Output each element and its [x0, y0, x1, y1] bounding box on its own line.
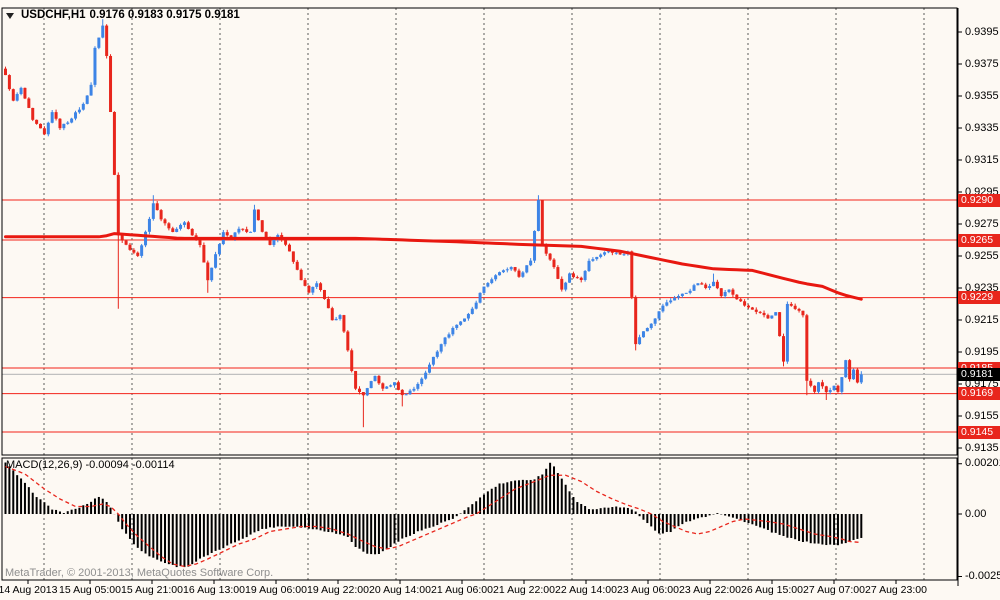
time-axis-label: 14 Aug 2013: [0, 584, 58, 596]
time-axis-label: 15 Aug 05:00: [59, 584, 121, 596]
time-axis-label: 20 Aug 14:00: [369, 584, 431, 596]
moving-average-line: [4, 232, 863, 301]
time-axis-label: 19 Aug 06:00: [245, 584, 307, 596]
price-axis-label: 0.9215: [965, 313, 999, 326]
price-axis-label: 0.9135: [965, 441, 999, 454]
macd-histogram: [4, 462, 863, 568]
price-axis-label: 0.9275: [965, 217, 999, 230]
sr-price-badge: 0.9265: [958, 233, 1000, 247]
sr-price-badge: 0.9229: [958, 291, 1000, 305]
macd-indicator-label: MACD(12,26,9) -0.00094 -0.00114: [6, 459, 175, 471]
time-axis-label: 23 Aug 22:00: [679, 584, 741, 596]
time-axis-label: 19 Aug 22:00: [307, 584, 369, 596]
price-axis-label: 0.9335: [965, 121, 999, 134]
time-axis-label: 16 Aug 13:00: [183, 584, 245, 596]
price-axis-label: 0.9195: [965, 345, 999, 358]
sr-price-badge: 0.9169: [958, 387, 1000, 401]
price-axis-label: 0.9355: [965, 89, 999, 102]
grid-lines: [43, 8, 925, 580]
pane-borders: [1, 7, 959, 586]
time-axis-label: 22 Aug 14:00: [555, 584, 617, 596]
symbol-dropdown-icon[interactable]: [6, 12, 14, 19]
sr-price-badge: 0.9290: [958, 193, 1000, 207]
axis-ticks: [27, 31, 962, 584]
price-axis-label: 0.9315: [965, 153, 999, 166]
price-axis-label: 0.9255: [965, 249, 999, 262]
time-axis-label: 15 Aug 21:00: [121, 584, 183, 596]
macd-signal-line: [5, 465, 862, 568]
price-axis-label: 0.9395: [965, 25, 999, 38]
time-axis-label: 21 Aug 22:00: [493, 584, 555, 596]
price-axis-label: 0.9235: [965, 281, 999, 294]
time-axis-label: 27 Aug 23:00: [865, 584, 927, 596]
candles: [4, 19, 863, 428]
time-axis-label: 21 Aug 06:00: [431, 584, 493, 596]
macd-axis-label: 0.00: [965, 507, 987, 520]
time-axis-label: 27 Aug 07:00: [803, 584, 865, 596]
time-axis-label: 23 Aug 06:00: [617, 584, 679, 596]
macd-axis-label: -0.0025: [965, 570, 1000, 582]
macd-axis-label: 0.00201: [965, 457, 1000, 470]
sr-price-badge: 0.9145: [958, 425, 1000, 439]
price-axis-label: 0.9155: [965, 409, 999, 422]
current-price-badge: 0.9181: [958, 367, 1000, 381]
price-axis-label: 0.9375: [965, 57, 999, 70]
chart-title: USDCHF,H1 0.9176 0.9183 0.9175 0.9181: [6, 9, 240, 22]
copyright-text: MetaTrader, © 2001-2013, MetaQuotes Soft…: [5, 567, 274, 579]
symbol-label: USDCHF,H1: [21, 9, 86, 21]
time-axis-label: 26 Aug 15:00: [741, 584, 803, 596]
ohlc-quotes: 0.9176 0.9183 0.9175 0.9181: [89, 9, 240, 21]
